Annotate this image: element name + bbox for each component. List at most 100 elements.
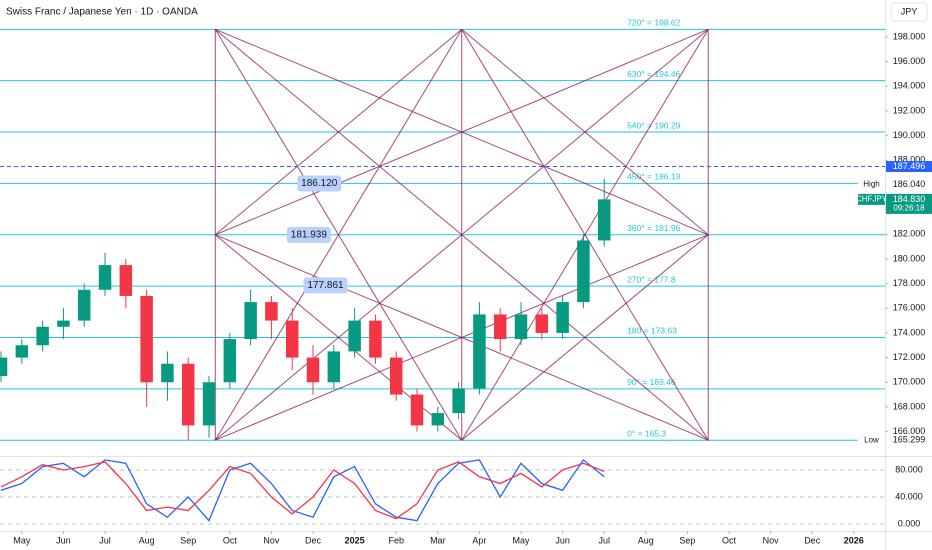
- x-tick-label: 2025: [345, 535, 365, 545]
- x-tick-label: Jun: [56, 535, 71, 545]
- x-tick-label: Nov: [263, 535, 280, 545]
- candle-body: [57, 320, 70, 327]
- x-tick-label: Jul: [99, 535, 111, 545]
- x-tick-label: May: [13, 535, 31, 545]
- x-tick-label: Jun: [555, 535, 570, 545]
- gann-level-label: 90° = 169.46: [627, 377, 676, 387]
- gann-line: [461, 234, 709, 441]
- gann-level-label: 720° = 198.62: [627, 18, 681, 28]
- callout-label: 186.120: [301, 178, 338, 189]
- price-tag-label: 165.299: [893, 435, 926, 445]
- candle-body: [514, 314, 528, 340]
- candle-body: [36, 326, 49, 346]
- y-tick-label: 194.000: [893, 81, 926, 91]
- x-tick-label: Mar: [430, 535, 446, 545]
- y-tick-label: 198.000: [893, 31, 926, 41]
- candle-body: [327, 351, 341, 383]
- currency-box[interactable]: [890, 2, 928, 22]
- candle-body: [493, 314, 507, 340]
- candle-body: [577, 240, 590, 303]
- y-tick-label: 174.000: [893, 327, 926, 337]
- gann-line: [461, 29, 709, 441]
- x-tick-label: Sep: [180, 535, 196, 545]
- price-tag: [886, 193, 932, 214]
- gann-level-label: 630° = 194.46: [627, 69, 681, 79]
- y-tick-label: 182.000: [893, 229, 926, 239]
- oscillator-line: [0, 461, 605, 520]
- candle-body: [431, 413, 445, 426]
- y-tick-label: 0.000: [898, 518, 921, 528]
- x-tick-label: Oct: [223, 535, 238, 545]
- candle-body: [556, 302, 569, 333]
- gann-level-label: 270° = 177.8: [627, 274, 676, 284]
- candle-body: [473, 314, 486, 389]
- candle-body: [77, 289, 91, 321]
- price-tag-time: 09:26:18: [893, 203, 925, 212]
- price-tag: [886, 161, 932, 173]
- callout-box: [297, 175, 342, 192]
- y-tick-label: 170.000: [893, 377, 926, 387]
- callout-label: 177.861: [307, 280, 344, 291]
- candle-body: [98, 265, 112, 290]
- y-tick-label: 176.000: [893, 303, 926, 313]
- y-tick-label: 178.000: [893, 278, 926, 288]
- gann-line: [214, 29, 463, 441]
- y-tick-label: 188.000: [893, 155, 926, 165]
- candle-body: [0, 357, 8, 377]
- price-tag-label: 187.496: [893, 161, 926, 171]
- x-tick-label: Aug: [139, 535, 155, 545]
- gann-line: [215, 28, 709, 236]
- candle-body: [452, 388, 465, 414]
- candle-body: [140, 295, 153, 383]
- gann-level-label: 180 = 173.63: [627, 326, 677, 336]
- y-tick-label: 80.000: [895, 464, 923, 474]
- candle-body: [597, 199, 611, 241]
- candle-body: [348, 320, 361, 352]
- candle-body: [535, 314, 549, 333]
- gann-line: [215, 234, 709, 441]
- candle-body: [389, 357, 403, 395]
- x-tick-label: Sep: [679, 535, 695, 545]
- candle-body: [410, 394, 424, 426]
- price-tag: [886, 178, 932, 190]
- gann-level-label: 540° = 190.29: [627, 120, 681, 130]
- gann-line: [214, 28, 709, 441]
- gann-line: [214, 28, 463, 236]
- candle-body: [202, 382, 216, 426]
- candle-body: [15, 345, 29, 358]
- callout-box: [303, 277, 348, 294]
- gann-level-label: 0° = 165.3: [627, 428, 666, 438]
- price-tag-label: 184.830: [893, 194, 926, 204]
- chart-title: Swiss Franc / Japanese Yen · 1D · OANDA: [6, 7, 198, 18]
- price-tag-title-box: [858, 178, 885, 190]
- candle-body: [285, 320, 299, 358]
- x-tick-label: Feb: [388, 535, 404, 545]
- candle-body: [306, 357, 320, 383]
- gann-level-label: 360° = 181.96: [627, 223, 681, 233]
- x-tick-label: May: [513, 535, 531, 545]
- y-tick-label: 166.000: [893, 426, 926, 436]
- currency: JPY: [901, 6, 918, 16]
- x-tick-label: 2026: [844, 535, 864, 545]
- x-tick-label: Apr: [472, 535, 486, 545]
- y-tick-label: 168.000: [893, 401, 926, 411]
- gann-level-label: 450° = 186.13: [627, 172, 681, 182]
- candle-body: [223, 339, 237, 383]
- x-tick-label: Jul: [598, 535, 610, 545]
- x-tick-label: Oct: [722, 535, 737, 545]
- candle-body: [119, 265, 133, 296]
- price-tag-title-box: [858, 434, 885, 446]
- callout-label: 181.939: [291, 230, 328, 241]
- price-tag-title: CHFJPY: [856, 194, 888, 203]
- candle-body: [181, 363, 195, 426]
- price-tag-title: Low: [864, 435, 879, 444]
- x-tick-label: Dec: [305, 535, 322, 545]
- y-tick-label: 192.000: [893, 105, 926, 115]
- y-tick-label: 40.000: [895, 491, 923, 501]
- y-tick-label: 196.000: [893, 56, 926, 66]
- price-tag-label: 186.040: [893, 179, 926, 189]
- y-tick-label: 180.000: [893, 253, 926, 263]
- x-tick-label: Aug: [638, 535, 654, 545]
